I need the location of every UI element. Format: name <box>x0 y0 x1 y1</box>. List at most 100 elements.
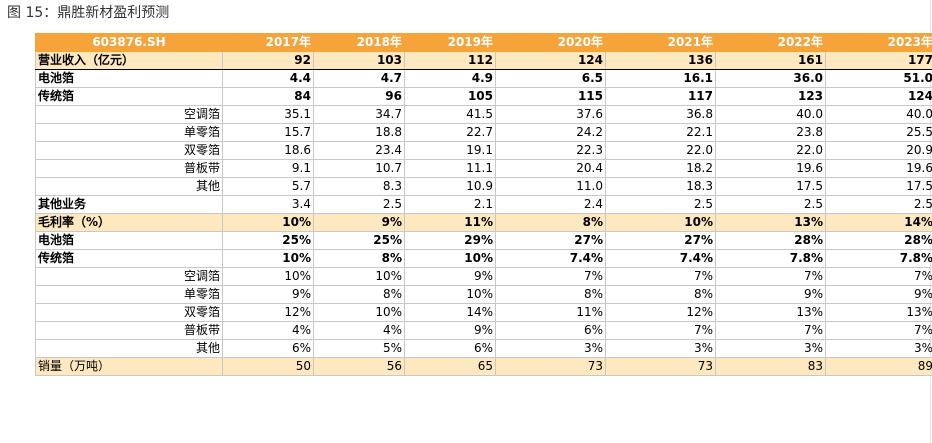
row-value: 96 <box>313 87 405 106</box>
row-value: 83 <box>715 357 826 376</box>
row-value: 103 <box>313 51 405 70</box>
row-value: 5% <box>313 339 405 358</box>
row-value: 124 <box>825 87 932 106</box>
row-value: 17.5 <box>715 177 826 196</box>
row-value: 8% <box>313 285 405 304</box>
row-value: 34.7 <box>313 105 405 124</box>
table-row: 空调箔 35.1 34.7 41.5 37.6 36.8 40.0 40.0 <box>35 105 932 124</box>
row-value: 8% <box>605 285 716 304</box>
row-value: 6.5 <box>495 69 606 88</box>
row-value: 7.4% <box>495 249 606 268</box>
row-value: 11.0 <box>495 177 606 196</box>
table-row: 传统箔 84 96 105 115 117 123 124 <box>35 87 932 106</box>
row-value: 6% <box>404 339 496 358</box>
row-value: 8% <box>313 249 405 268</box>
row-value: 8% <box>495 213 606 232</box>
row-value: 36.0 <box>715 69 826 88</box>
row-value: 7% <box>825 321 932 340</box>
row-label: 单零箔 <box>35 123 223 142</box>
row-value: 20.9 <box>825 141 932 160</box>
header-year: 2023年 <box>825 33 932 52</box>
row-value: 18.8 <box>313 123 405 142</box>
row-value: 29% <box>404 231 496 250</box>
row-label: 传统箔 <box>35 87 223 106</box>
row-label: 双零箔 <box>35 303 223 322</box>
row-value: 2.5 <box>313 195 405 214</box>
header-ticker: 603876.SH <box>35 33 223 52</box>
row-label: 普板带 <box>35 321 223 340</box>
row-value: 27% <box>495 231 606 250</box>
row-value: 22.7 <box>404 123 496 142</box>
row-value: 22.0 <box>605 141 716 160</box>
row-value: 41.5 <box>404 105 496 124</box>
row-value: 7% <box>605 267 716 286</box>
row-value: 22.3 <box>495 141 606 160</box>
row-value: 28% <box>825 231 932 250</box>
row-value: 16.1 <box>605 69 716 88</box>
row-value: 89 <box>825 357 932 376</box>
row-label: 销量（万吨） <box>35 357 223 376</box>
table-row: 双零箔 18.6 23.4 19.1 22.3 22.0 22.0 20.9 <box>35 141 932 160</box>
row-value: 7% <box>715 267 826 286</box>
table-row: 普板带 9.1 10.7 11.1 20.4 18.2 19.6 19.6 <box>35 159 932 178</box>
row-value: 9.1 <box>222 159 314 178</box>
row-value: 22.1 <box>605 123 716 142</box>
row-value: 6% <box>495 321 606 340</box>
row-label: 其他业务 <box>35 195 223 214</box>
row-value: 13% <box>715 303 826 322</box>
table-row: 营业收入（亿元） 92 103 112 124 136 161 177 <box>35 51 932 70</box>
table-row: 双零箔 12% 10% 14% 11% 12% 13% 13% <box>35 303 932 322</box>
row-value: 56 <box>313 357 405 376</box>
table-row: 销量（万吨） 50 56 65 73 73 83 89 <box>35 357 932 376</box>
table-row: 其他 5.7 8.3 10.9 11.0 18.3 17.5 17.5 <box>35 177 932 196</box>
row-value: 17.5 <box>825 177 932 196</box>
table-row: 单零箔 15.7 18.8 22.7 24.2 22.1 23.8 25.5 <box>35 123 932 142</box>
figure-caption: 图 15：鼎胜新材盈利预测 <box>7 5 170 21</box>
row-value: 105 <box>404 87 496 106</box>
row-label: 普板带 <box>35 159 223 178</box>
row-value: 8% <box>495 285 606 304</box>
row-value: 25% <box>222 231 314 250</box>
header-year: 2019年 <box>404 33 496 52</box>
row-value: 19.6 <box>715 159 826 178</box>
row-value: 40.0 <box>715 105 826 124</box>
row-value: 84 <box>222 87 314 106</box>
row-value: 15.7 <box>222 123 314 142</box>
row-value: 10% <box>222 267 314 286</box>
row-label: 毛利率（%） <box>35 213 223 232</box>
row-value: 10% <box>313 303 405 322</box>
row-value: 9% <box>313 213 405 232</box>
row-value: 2.5 <box>825 195 932 214</box>
row-value: 5.7 <box>222 177 314 196</box>
row-value: 92 <box>222 51 314 70</box>
row-value: 12% <box>605 303 716 322</box>
row-label: 其他 <box>35 339 223 358</box>
row-value: 51.0 <box>825 69 932 88</box>
row-value: 13% <box>715 213 826 232</box>
row-value: 8.3 <box>313 177 405 196</box>
row-value: 7% <box>825 267 932 286</box>
row-value: 27% <box>605 231 716 250</box>
table-row: 空调箔 10% 10% 9% 7% 7% 7% 7% <box>35 267 932 286</box>
row-value: 124 <box>495 51 606 70</box>
table-row: 普板带 4% 4% 9% 6% 7% 7% 7% <box>35 321 932 340</box>
row-value: 4% <box>313 321 405 340</box>
profit-forecast-table: 603876.SH 2017年 2018年 2019年 2020年 2021年 2022年 2… <box>35 33 932 376</box>
row-value: 9% <box>222 285 314 304</box>
row-value: 18.2 <box>605 159 716 178</box>
row-label: 电池箔 <box>35 69 223 88</box>
row-value: 23.4 <box>313 141 405 160</box>
header-year: 2020年 <box>495 33 606 52</box>
row-value: 2.1 <box>404 195 496 214</box>
row-value: 23.8 <box>715 123 826 142</box>
row-value: 37.6 <box>495 105 606 124</box>
table-row: 传统箔 10% 8% 10% 7.4% 7.4% 7.8% 7.8% <box>35 249 932 268</box>
row-value: 7.8% <box>825 249 932 268</box>
row-value: 40.0 <box>825 105 932 124</box>
row-value: 2.4 <box>495 195 606 214</box>
row-value: 2.5 <box>605 195 716 214</box>
row-value: 4.4 <box>222 69 314 88</box>
row-value: 10% <box>605 213 716 232</box>
row-value: 3% <box>825 339 932 358</box>
